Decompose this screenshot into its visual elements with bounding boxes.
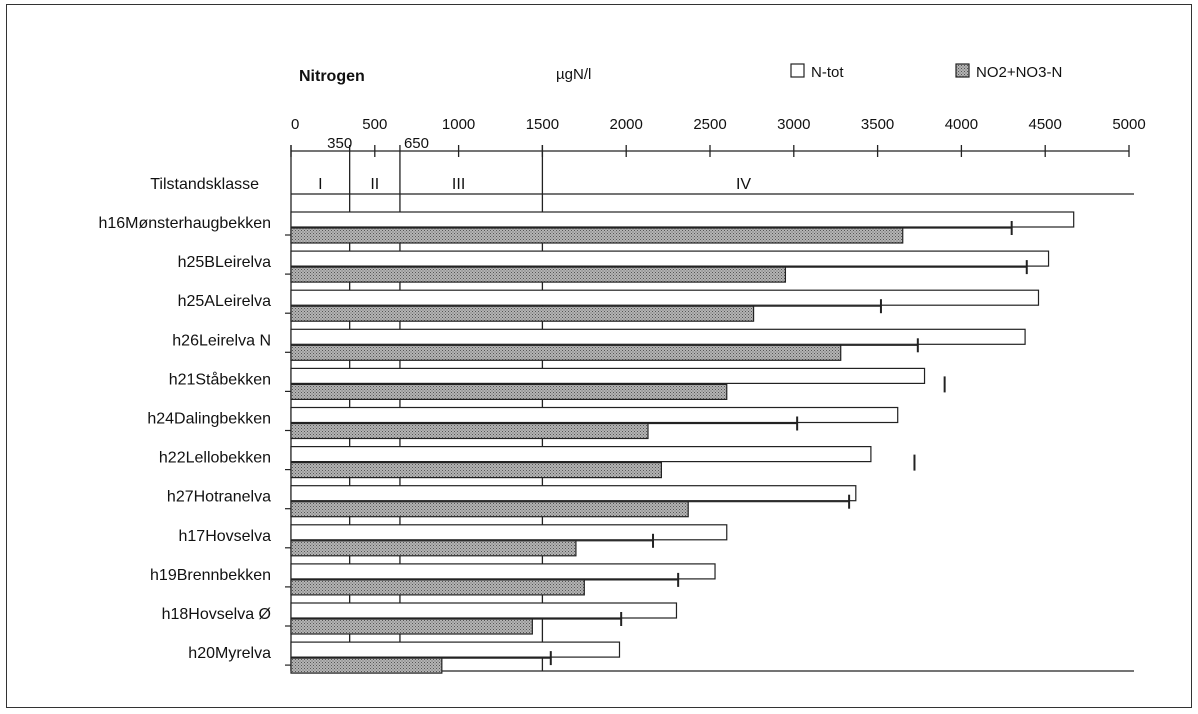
bar-n-tot [290, 485, 857, 502]
bar-n-tot [290, 289, 1040, 306]
x-tick-label: 0 [291, 116, 299, 133]
tilstandsklasse-label: Tilstandsklasse [150, 176, 259, 193]
bar-no2-no3 [290, 540, 577, 557]
bar-n-tot [290, 250, 1050, 267]
category-label: h18Hovselva Ø [162, 606, 271, 623]
bar-no2-no3 [290, 579, 585, 596]
category-label: h27Hotranelva [167, 489, 271, 506]
bar-no2-no3 [290, 227, 904, 244]
x-tick-label: 1000 [442, 116, 475, 133]
bar-n-tot [290, 641, 621, 658]
bar-n-tot [290, 524, 728, 541]
x-tick-label: 4500 [1029, 116, 1062, 133]
category-label: h17Hovselva [179, 528, 272, 545]
category-label: h16Mønsterhaugbekken [98, 215, 271, 232]
x-tick-label: 2500 [693, 116, 726, 133]
bar-no2-no3 [290, 383, 728, 400]
legend-swatch-no2-no3 [955, 63, 970, 78]
unit-label: µgN/l [556, 66, 591, 83]
x-tick-label: 3000 [777, 116, 810, 133]
category-label: h25BLeirelva [178, 254, 272, 271]
bar-no2-no3 [290, 266, 787, 283]
bar-no2-no3 [290, 462, 662, 479]
bar-no2-no3 [290, 344, 842, 361]
bar-n-tot [290, 211, 1075, 228]
class-label: IV [736, 176, 751, 193]
bar-no2-no3 [290, 305, 755, 322]
x-tick-label: 1500 [526, 116, 559, 133]
x-tick-label: 500 [362, 116, 387, 133]
bar-n-tot [290, 406, 899, 424]
x-tick-label: 4000 [945, 116, 978, 133]
class-label: III [452, 176, 465, 193]
legend-label-no2-no3: NO2+NO3-N [976, 64, 1062, 81]
bar-n-tot [290, 602, 678, 619]
category-label: h19Brennbekken [150, 567, 271, 584]
category-label: h24Dalingbekken [147, 411, 271, 428]
bar-no2-no3 [290, 657, 443, 674]
legend-label-n-tot: N-tot [811, 64, 844, 81]
threshold-label: 350 [327, 135, 352, 152]
category-label: h20Myrelva [188, 645, 271, 662]
legend-swatch-n-tot [790, 63, 805, 78]
bar-n-tot [290, 328, 1026, 345]
category-label: h22Lellobekken [159, 450, 271, 467]
x-tick-label: 3500 [861, 116, 894, 133]
class-label: I [318, 176, 322, 193]
bar-no2-no3 [290, 618, 533, 635]
bar-no2-no3 [290, 501, 689, 518]
bar-no2-no3 [290, 422, 649, 440]
category-label: h26Leirelva N [172, 332, 271, 349]
x-tick-label: 5000 [1112, 116, 1145, 133]
nitrogen-chart: Nitrogen µgN/l N-tot NO2+NO3-N 0 500 1000 1500 2… [98, 63, 1146, 674]
x-tick-label: 2000 [610, 116, 643, 133]
chart-frame: Nitrogen µgN/l N-tot NO2+NO3-N 0 500 1000 1500 2… [6, 4, 1192, 708]
threshold-label: 650 [404, 135, 429, 152]
bar-n-tot [290, 563, 716, 580]
class-label: II [370, 176, 379, 193]
category-label: h21Ståbekken [169, 370, 271, 388]
category-label: h25ALeirelva [178, 293, 272, 310]
bar-n-tot [290, 446, 872, 463]
chart-title: Nitrogen [299, 68, 365, 85]
bar-n-tot [290, 367, 926, 384]
